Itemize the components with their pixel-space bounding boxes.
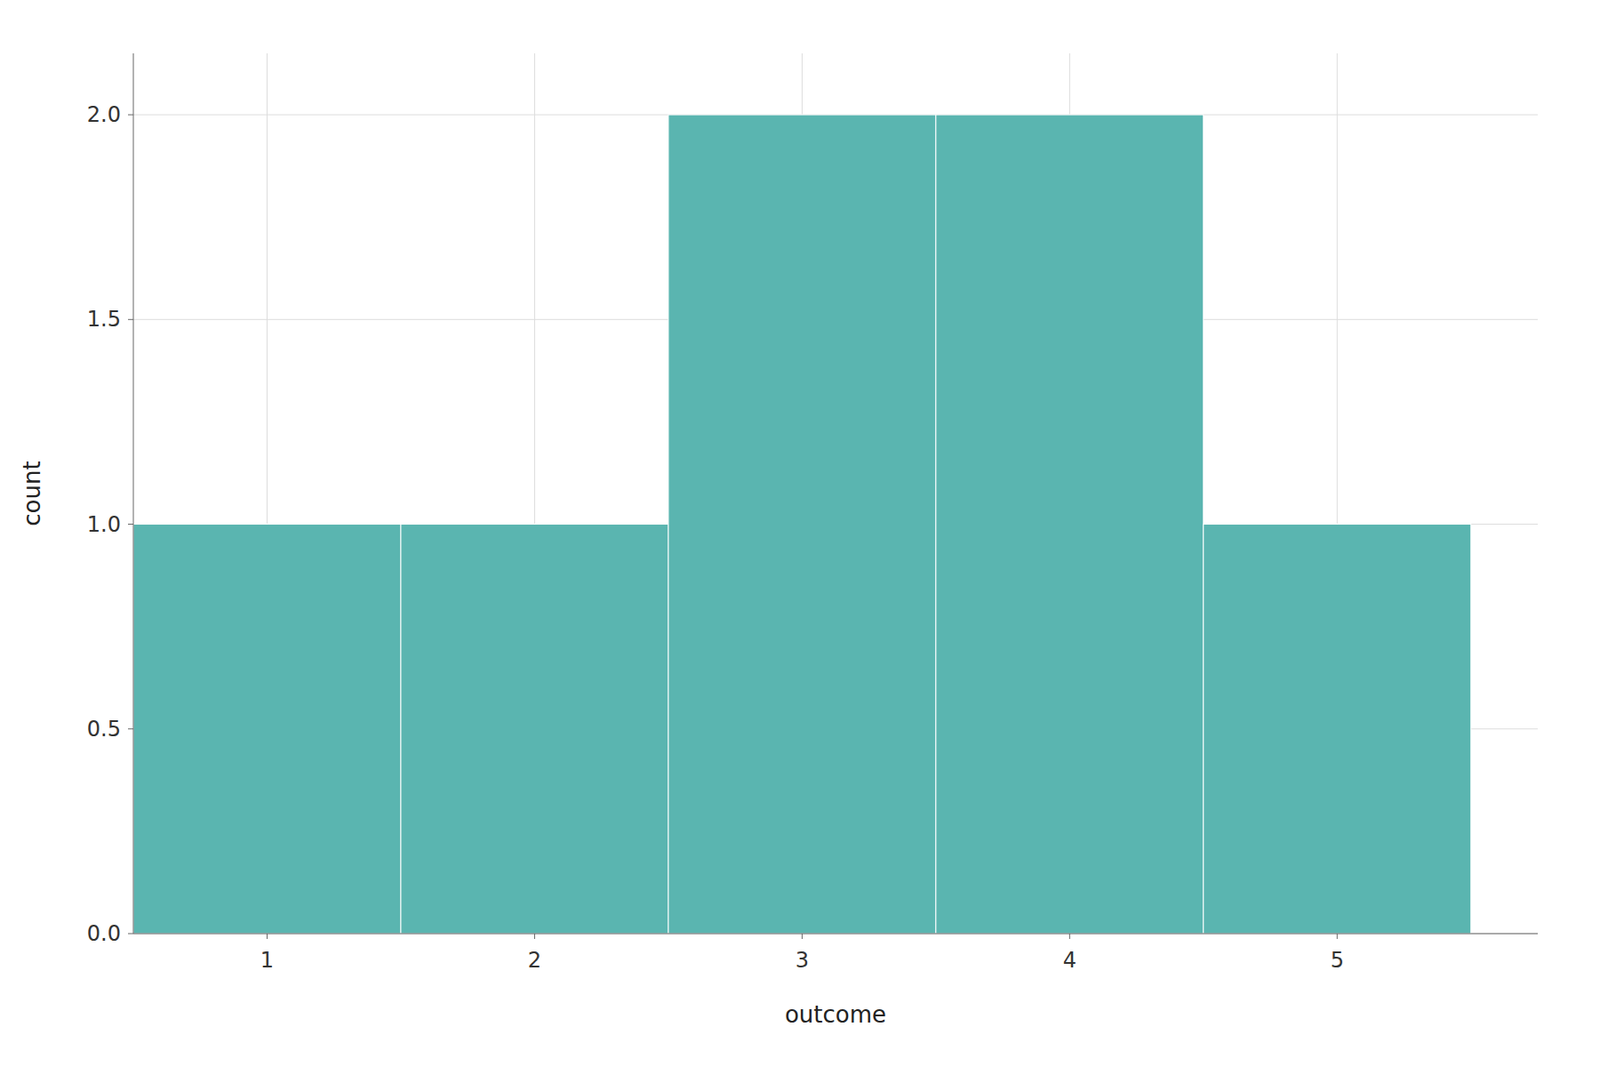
y-tick	[128, 728, 134, 729]
background	[0, 0, 1600, 1067]
y-tick-label: 0.0	[87, 920, 121, 946]
y-tick-label: 0.5	[87, 716, 121, 742]
grid	[133, 53, 1538, 934]
y-tick	[128, 933, 134, 935]
y-axis-line	[133, 53, 135, 934]
x-tick-label: 1	[260, 947, 274, 973]
x-tick	[801, 933, 803, 939]
histogram-bar	[936, 114, 1204, 934]
y-tick	[128, 319, 134, 320]
y-tick-label: 2.0	[87, 102, 121, 128]
x-tick-label: 5	[1330, 947, 1344, 973]
x-tick	[534, 933, 536, 939]
y-tick	[128, 523, 134, 525]
y-tick-label: 1.5	[87, 306, 121, 332]
histogram-bar	[1203, 524, 1472, 934]
x-axis-line	[133, 933, 1538, 935]
x-axis-label: outcome	[784, 1000, 887, 1028]
axes: 1 2 3 4 5 0.0 0.5 1.0 1.5 2.0	[87, 53, 1538, 973]
histogram-bar	[400, 524, 669, 934]
x-tick-label: 2	[528, 947, 542, 973]
x-tick-label: 4	[1063, 947, 1077, 973]
x-tick	[266, 933, 268, 939]
x-tick	[1069, 933, 1071, 939]
y-axis-label: count	[18, 460, 46, 526]
y-grid-line	[133, 933, 1538, 935]
chart: 1 2 3 4 5 0.0 0.5 1.0 1.5 2.0 outcome count	[0, 0, 1600, 1067]
bars	[133, 114, 1472, 934]
histogram-bar	[133, 524, 401, 934]
x-tick	[1336, 933, 1338, 939]
y-tick-label: 1.0	[87, 512, 121, 537]
y-tick	[128, 114, 134, 116]
x-tick-label: 3	[795, 947, 809, 973]
histogram-bar	[668, 114, 936, 934]
